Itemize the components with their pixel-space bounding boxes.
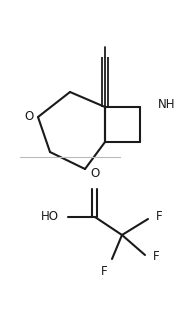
- Text: O: O: [24, 111, 34, 124]
- Text: NH: NH: [158, 98, 175, 111]
- Text: F: F: [101, 265, 107, 278]
- Text: F: F: [153, 250, 160, 263]
- Text: F: F: [156, 210, 163, 223]
- Text: O: O: [90, 167, 100, 180]
- Text: HO: HO: [41, 210, 59, 223]
